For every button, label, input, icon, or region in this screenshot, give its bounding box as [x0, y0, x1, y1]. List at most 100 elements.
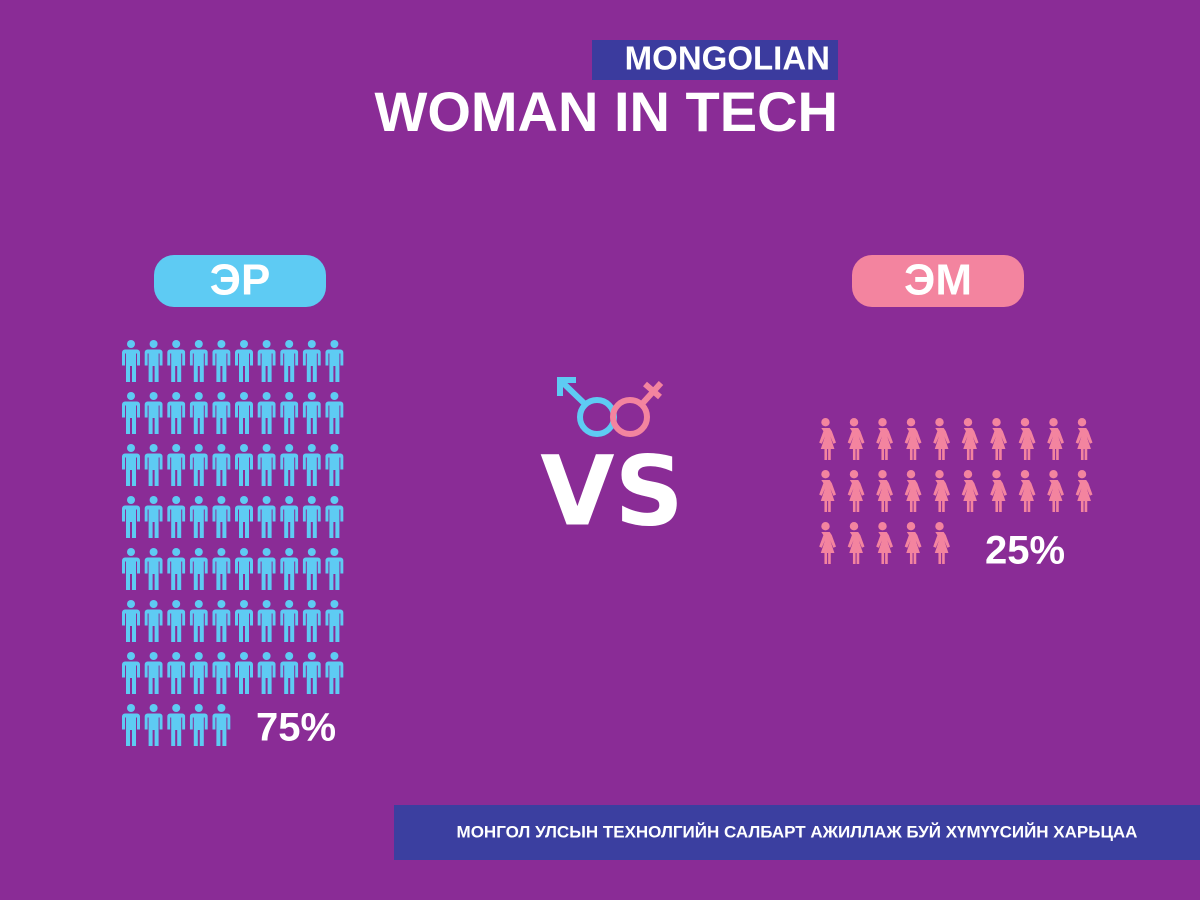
person-icon: [235, 548, 253, 590]
person-icon: [167, 600, 186, 642]
person-icon: [144, 496, 163, 538]
person-icon: [167, 704, 186, 746]
person-icon: [122, 652, 140, 694]
person-icon: [280, 392, 299, 434]
person-icon: [235, 496, 253, 538]
person-icon: [280, 600, 299, 642]
caption: МОНГОЛ УЛСЫН ТЕХНОЛГИЙН САЛБАРТ АЖИЛЛАЖ …: [457, 822, 1138, 841]
person-icon: [325, 496, 344, 538]
person-icon: [257, 444, 276, 486]
person-icon: [212, 444, 231, 486]
person-icon: [933, 522, 950, 564]
person-icon: [167, 652, 186, 694]
person-icon: [302, 392, 321, 434]
person-icon: [235, 652, 253, 694]
person-icon: [235, 340, 253, 382]
person-icon: [122, 496, 140, 538]
person-icon: [280, 496, 299, 538]
category-label: ЭМ: [904, 256, 972, 305]
person-icon: [257, 496, 276, 538]
person-icon: [144, 392, 163, 434]
person-icon: [167, 340, 186, 382]
person-icon: [302, 652, 321, 694]
person-icon: [189, 392, 208, 434]
person-icon: [122, 600, 140, 642]
person-icon: [257, 548, 276, 590]
person-icon: [302, 548, 321, 590]
category-pill: [852, 255, 1024, 307]
person-icon: [302, 600, 321, 642]
person-icon: [167, 444, 186, 486]
person-icon: [167, 392, 186, 434]
person-icon: [1018, 418, 1036, 460]
icon-group: [122, 340, 344, 746]
person-icon: [302, 444, 321, 486]
person-icon: [189, 548, 208, 590]
person-icon: [189, 444, 208, 486]
person-icon: [1018, 470, 1036, 512]
person-icon: [212, 704, 231, 746]
vs-label: VS: [540, 435, 683, 547]
person-icon: [189, 496, 208, 538]
person-icon: [257, 600, 276, 642]
person-icon: [189, 704, 208, 746]
person-icon: [990, 418, 1007, 460]
person-icon: [235, 444, 253, 486]
person-icon: [325, 600, 344, 642]
person-icon: [961, 470, 979, 512]
person-icon: [876, 470, 893, 512]
subtitle-box: [592, 40, 838, 80]
person-icon: [167, 548, 186, 590]
person-icon: [122, 704, 140, 746]
person-icon: [189, 340, 208, 382]
person-icon: [235, 600, 253, 642]
person-icon: [302, 496, 321, 538]
person-icon: [876, 522, 893, 564]
person-icon: [122, 444, 140, 486]
person-icon: [847, 418, 865, 460]
person-icon: [257, 392, 276, 434]
person-icon: [189, 600, 208, 642]
person-icon: [1047, 470, 1064, 512]
person-icon: [212, 652, 231, 694]
person-icon: [235, 392, 253, 434]
gender-symbol: [557, 377, 664, 437]
person-icon: [904, 470, 922, 512]
person-icon: [302, 340, 321, 382]
person-icon: [1075, 418, 1093, 460]
category-pill: [154, 255, 326, 307]
person-icon: [847, 470, 865, 512]
person-icon: [933, 470, 950, 512]
person-icon: [144, 444, 163, 486]
caption-bar: [394, 805, 1200, 860]
person-icon: [961, 418, 979, 460]
person-icon: [144, 704, 163, 746]
person-icon: [280, 548, 299, 590]
person-icon: [144, 600, 163, 642]
person-icon: [212, 548, 231, 590]
person-icon: [819, 522, 836, 564]
person-icon: [212, 392, 231, 434]
person-icon: [1075, 470, 1093, 512]
chart-title: WOMAN IN TECH: [374, 80, 838, 143]
person-icon: [212, 600, 231, 642]
person-icon: [325, 340, 344, 382]
person-icon: [122, 548, 140, 590]
person-icon: [819, 470, 836, 512]
person-icon: [325, 444, 344, 486]
value-label: 75%: [256, 706, 336, 750]
person-icon: [325, 652, 344, 694]
person-icon: [280, 340, 299, 382]
person-icon: [212, 340, 231, 382]
person-icon: [144, 548, 163, 590]
person-icon: [280, 652, 299, 694]
person-icon: [325, 548, 344, 590]
person-icon: [1047, 418, 1064, 460]
person-icon: [144, 652, 163, 694]
person-icon: [325, 392, 344, 434]
person-icon: [167, 496, 186, 538]
person-icon: [847, 522, 865, 564]
person-icon: [189, 652, 208, 694]
